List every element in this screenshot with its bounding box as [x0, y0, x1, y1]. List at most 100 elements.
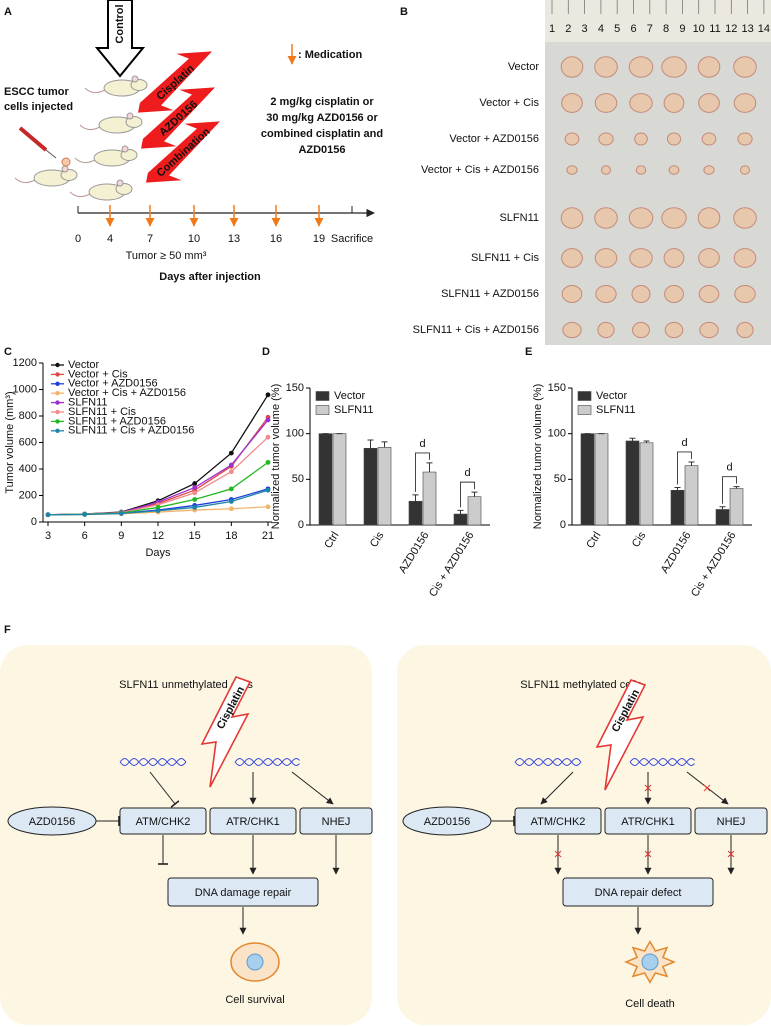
- dosing-text: AZD0156: [298, 144, 345, 156]
- pathway-label: ATR/CHK1: [621, 816, 675, 828]
- tumor: [594, 248, 618, 268]
- bar: [377, 447, 392, 526]
- y-axis-label: Tumor volume (mm³): [4, 391, 16, 493]
- ruler-number: 1: [549, 23, 555, 35]
- tumor: [737, 132, 753, 146]
- mouse-ear: [126, 112, 134, 120]
- ruler-number: 6: [630, 23, 636, 35]
- bolt-outline: [200, 676, 252, 788]
- bar: [332, 433, 347, 526]
- tumor: [629, 248, 653, 268]
- bar: [422, 471, 437, 526]
- legend-label: SLFN11 + Cis: [68, 406, 136, 418]
- timeline-day: 0: [75, 233, 81, 245]
- pathway-label-box: [694, 807, 768, 835]
- y-tick-label: 50: [554, 473, 566, 485]
- data-point: [228, 486, 234, 492]
- timeline-day: 4: [107, 233, 113, 245]
- data-point: [192, 497, 198, 502]
- ruler-number: 14: [758, 23, 770, 35]
- mouse-ear: [131, 75, 139, 83]
- ruler-number: 11: [709, 23, 720, 35]
- y-axis-label: Normalized tumor volume (%): [270, 384, 282, 529]
- significance-label: d: [726, 462, 732, 474]
- tumor: [703, 165, 715, 175]
- tumor: [594, 93, 618, 113]
- panel-title: SLFN11 methylated cells: [520, 679, 642, 691]
- error-bar: [674, 487, 681, 491]
- bar: [639, 442, 654, 526]
- data-point: [82, 512, 88, 517]
- ruler-number: 12: [725, 23, 737, 35]
- fate-label: Cell survival: [225, 994, 284, 1006]
- group-label: Vector + AZD0156: [449, 133, 539, 145]
- tumor: [698, 248, 720, 268]
- error-bar: [412, 494, 419, 502]
- injected-label: ESCC tumor: [4, 86, 70, 98]
- bolt-shape: [140, 87, 216, 149]
- ruler: [545, 0, 771, 42]
- data-point: [228, 506, 234, 512]
- data-point: [265, 504, 271, 510]
- y-tick-label: 800: [19, 410, 37, 422]
- tumor: [562, 321, 582, 339]
- tumor: [664, 285, 684, 303]
- bar: [594, 433, 609, 526]
- pathway-label: NHEJ: [717, 816, 746, 828]
- dna-strand: [514, 758, 582, 766]
- data-point: [228, 462, 234, 468]
- data-point: [228, 450, 234, 456]
- timeline-day: 16: [270, 233, 282, 245]
- pathway-label: NHEJ: [322, 816, 351, 828]
- dosing-text: combined cisplatin and: [261, 128, 383, 140]
- y-tick-label: 400: [19, 463, 37, 475]
- tumor: [661, 207, 687, 229]
- timeline-day: 7: [147, 233, 153, 245]
- tumor: [666, 132, 682, 146]
- tumor: [733, 93, 757, 113]
- tumor: [561, 285, 583, 303]
- legend-marker: [55, 428, 60, 433]
- data-point: [155, 505, 161, 510]
- y-tick-label: 100: [548, 428, 566, 440]
- tumor: [733, 207, 757, 229]
- ruler-number: 10: [693, 23, 705, 35]
- tumor: [661, 56, 687, 78]
- data-point: [192, 505, 198, 510]
- pathway-label-box: [299, 807, 373, 835]
- group-label: Vector + Cis: [479, 97, 539, 109]
- blocked-mark: [644, 850, 652, 858]
- bar: [453, 513, 468, 526]
- ruler-number: 5: [614, 23, 620, 35]
- x-tick-label: 9: [118, 530, 124, 542]
- legend-swatch: [577, 391, 592, 401]
- mouse-ear: [121, 145, 129, 153]
- dna-strand: [514, 758, 582, 766]
- significance-bracket: [460, 481, 475, 508]
- pathway-label-box: [514, 807, 602, 835]
- outcome-label: DNA damage repair: [195, 887, 292, 899]
- x-tick-label: 18: [225, 530, 237, 542]
- ruler-number: 9: [679, 23, 685, 35]
- bar: [625, 440, 640, 526]
- y-tick-label: 150: [286, 382, 304, 394]
- legend-label: Vector + Cis: [68, 368, 128, 380]
- tumor: [701, 132, 717, 146]
- tumor: [601, 165, 611, 175]
- group-label: Vector: [508, 61, 540, 73]
- tumor: [561, 248, 583, 268]
- legend-swatch: [315, 391, 330, 401]
- tumor: [629, 93, 653, 113]
- pathway-label-box: [604, 807, 692, 835]
- tumor: [697, 56, 721, 78]
- tumor: [564, 132, 580, 146]
- mouse-tail: [14, 177, 36, 184]
- medication-label: : Medication: [298, 49, 362, 61]
- data-point: [192, 485, 198, 490]
- tumor: [663, 93, 685, 113]
- data-point: [155, 508, 161, 514]
- mouse-tail: [79, 124, 101, 131]
- outcome-label-box: [167, 877, 319, 907]
- legend-label: Vector: [68, 359, 100, 371]
